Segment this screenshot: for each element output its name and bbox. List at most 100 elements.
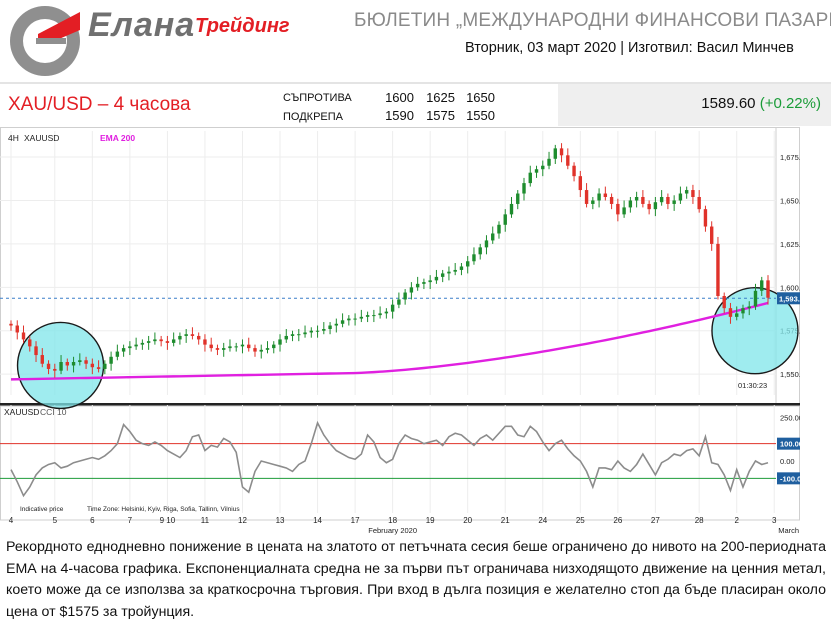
x-tick-label: 21 bbox=[501, 516, 510, 525]
symbol-label: XAUUSD bbox=[24, 133, 59, 143]
candle-body bbox=[522, 183, 526, 194]
candle-body bbox=[415, 283, 420, 288]
x-tick-label: 9 10 bbox=[160, 516, 176, 525]
x-tick-label: 17 bbox=[351, 516, 360, 525]
candle-body bbox=[434, 276, 439, 281]
candle-body bbox=[503, 214, 507, 225]
candle-body bbox=[84, 360, 88, 364]
candle-body bbox=[728, 308, 733, 317]
candle-body bbox=[403, 292, 407, 300]
cci-pane bbox=[0, 405, 800, 521]
x-tick-label: 13 bbox=[276, 516, 285, 525]
candle-body bbox=[672, 200, 676, 204]
logo-icon bbox=[10, 6, 80, 76]
candle-body bbox=[272, 344, 276, 349]
candle-body bbox=[353, 318, 357, 320]
candle-body bbox=[153, 339, 157, 342]
x-tick-label: 12 bbox=[238, 516, 247, 525]
x-tick-label: 24 bbox=[538, 516, 547, 525]
y-tick-label: 1,550.00 bbox=[780, 370, 800, 379]
candle-body bbox=[472, 254, 476, 262]
period-label: February 2020 bbox=[368, 526, 417, 535]
candle-body bbox=[372, 315, 376, 317]
candle-body bbox=[678, 193, 683, 201]
candle-body bbox=[309, 330, 313, 333]
cci-level-label: 100.00 bbox=[780, 440, 800, 449]
analysis-text: Рекордното еднодневно понижение в цената… bbox=[6, 539, 826, 620]
candle-body bbox=[747, 306, 751, 309]
candle-body bbox=[297, 334, 301, 336]
candle-body bbox=[65, 362, 70, 366]
support-level-1: 1590 bbox=[385, 108, 414, 123]
candle-body bbox=[440, 273, 445, 277]
candle-body bbox=[290, 334, 295, 336]
candle-body bbox=[184, 334, 188, 336]
candle-body bbox=[209, 344, 213, 349]
candle-body bbox=[53, 368, 57, 371]
ema-200-line bbox=[10, 301, 769, 381]
candle-body bbox=[735, 313, 739, 317]
cci-line bbox=[10, 420, 769, 498]
x-tick-label: 14 bbox=[313, 516, 322, 525]
candle-body bbox=[59, 362, 63, 371]
candle-body bbox=[322, 329, 326, 331]
timezone-label: Time Zone: Helsinki, Kyiv, Riga, Sofia, … bbox=[87, 506, 240, 513]
support-label: Подкрепа bbox=[283, 111, 343, 123]
candle-body bbox=[365, 315, 370, 317]
indicative-price-label: Indicative price bbox=[20, 506, 64, 513]
candle-body bbox=[603, 193, 608, 197]
bulletin-date: Вторник, 03 март 2020 | Изготвил: Васил … bbox=[465, 40, 794, 56]
candle-body bbox=[622, 207, 626, 215]
candle-body bbox=[597, 193, 601, 201]
candle-body bbox=[115, 351, 120, 357]
candle-body bbox=[303, 332, 307, 335]
current-price: 1589.60 (+0.22%) bbox=[701, 95, 821, 112]
candle-body bbox=[428, 280, 432, 283]
candle-body bbox=[616, 203, 620, 215]
candle-body bbox=[760, 280, 764, 291]
candle-body bbox=[691, 190, 695, 197]
candle-body bbox=[253, 348, 257, 352]
candle-body bbox=[340, 320, 345, 324]
candle-body bbox=[609, 197, 614, 204]
candle-body bbox=[196, 335, 201, 340]
candle-body bbox=[684, 190, 689, 194]
candle-body bbox=[459, 266, 464, 270]
y-tick-label: 1,650.00 bbox=[780, 196, 800, 205]
cci-indicator-label: CCI 10 bbox=[40, 407, 67, 417]
support-level-2: 1575 bbox=[426, 108, 455, 123]
candle-body bbox=[553, 148, 557, 159]
price-box: 1589.60 (+0.22%) bbox=[558, 84, 831, 126]
candle-body bbox=[647, 203, 651, 210]
candle-body bbox=[447, 271, 451, 274]
highlight-circle bbox=[711, 287, 799, 375]
candle-body bbox=[478, 247, 482, 255]
candle-body bbox=[259, 349, 263, 352]
candle-body bbox=[591, 200, 595, 204]
candle-body bbox=[547, 158, 551, 166]
candle-body bbox=[359, 316, 364, 319]
candle-body bbox=[466, 261, 470, 267]
x-tick-label: 7 bbox=[128, 516, 133, 525]
candle-body bbox=[215, 348, 220, 350]
x-tick-label: 11 bbox=[201, 516, 210, 525]
candle-body bbox=[165, 341, 170, 343]
cci-level-tag bbox=[777, 437, 800, 450]
logo-subtitle: Трейдинг bbox=[195, 15, 290, 37]
candle-body bbox=[634, 197, 639, 201]
cci-tick-label: 0.00 bbox=[780, 457, 795, 466]
candle-body bbox=[121, 348, 126, 352]
candle-body bbox=[265, 348, 270, 350]
candle-body bbox=[96, 367, 101, 369]
x-tick-label: 18 bbox=[388, 516, 397, 525]
candle-body bbox=[572, 165, 576, 177]
candle-body bbox=[653, 202, 658, 210]
price-chart: 1,675.001,650.001,625.001,600.001,575.00… bbox=[0, 127, 800, 535]
candle-body bbox=[78, 360, 82, 362]
candle-body bbox=[516, 193, 520, 204]
candle-body bbox=[190, 334, 195, 336]
candle-body bbox=[240, 344, 245, 347]
candle-body bbox=[566, 155, 570, 166]
candle-body bbox=[390, 304, 395, 312]
candle-body bbox=[659, 197, 664, 203]
